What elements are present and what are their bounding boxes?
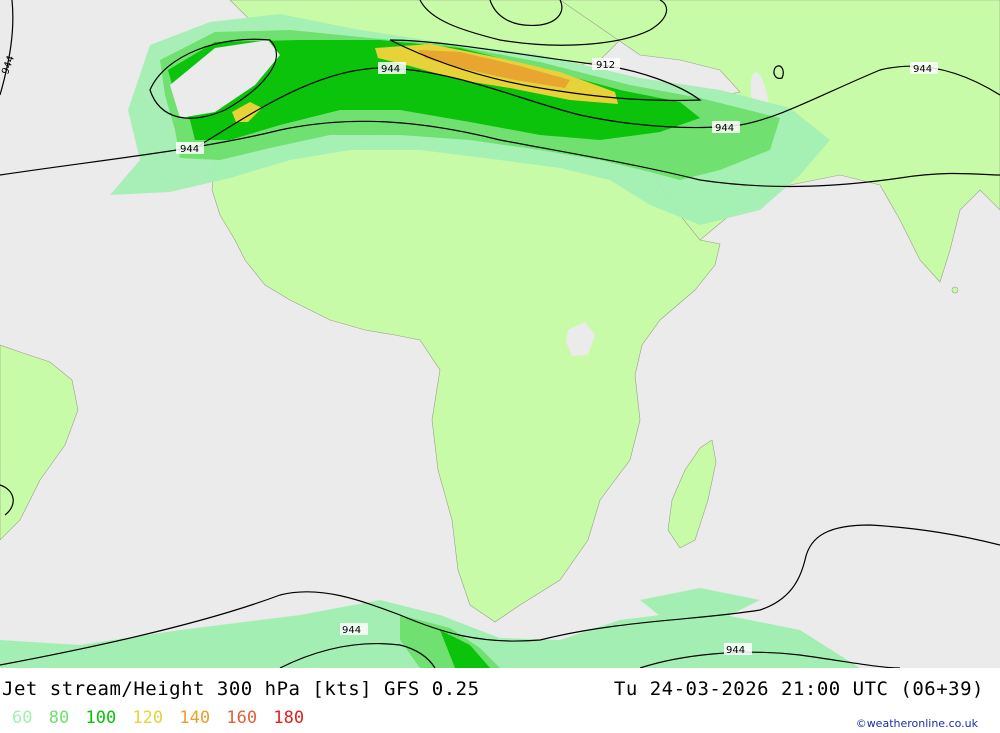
southern-jet-band-60-east xyxy=(640,588,760,620)
contour-label: 944 xyxy=(715,123,734,134)
jet-band-100 xyxy=(168,40,700,140)
contour-line-944-southwest xyxy=(279,642,436,668)
southern-jet-bands xyxy=(0,588,860,668)
footer-panel xyxy=(0,668,1000,733)
contour-line-944-mid xyxy=(199,65,1000,146)
map-timestamp: Tu 24-03-2026 21:00 UTC (06+39) xyxy=(613,678,984,700)
atlantic-cyclone-interior xyxy=(170,40,280,118)
contour-line-944-south xyxy=(0,524,1000,666)
contour-label: 944 xyxy=(381,64,400,75)
sri-lanka-landmass xyxy=(951,286,959,294)
contour-label: 944 xyxy=(913,64,932,75)
contour-line-912 xyxy=(389,39,702,102)
legend-value-140: 140 xyxy=(179,708,211,728)
contour-line-944-west xyxy=(0,0,14,96)
southern-jet-band-100 xyxy=(440,630,490,668)
madagascar-landmass xyxy=(667,439,717,549)
contour-line-944-southeast xyxy=(639,651,901,668)
jet-stream-bands xyxy=(110,14,830,225)
map-title: Jet stream/Height 300 hPa [kts] GFS 0.25 xyxy=(2,678,480,700)
contour-label: 944 xyxy=(726,645,745,656)
contour-label: 944 xyxy=(180,144,199,155)
jet-band-120-west xyxy=(232,102,262,122)
jet-stream-map: 944 944 912 944 944 944 944 944 xyxy=(0,0,1000,668)
contour-label: 944 xyxy=(342,625,361,636)
legend-value-60: 60 xyxy=(12,708,33,728)
legend-value-180: 180 xyxy=(273,708,305,728)
lake-victoria xyxy=(566,322,595,356)
south-america-landmass xyxy=(0,344,79,541)
contour-line-north-edge xyxy=(419,0,668,46)
legend-value-120: 120 xyxy=(132,708,164,728)
legend-value-160: 160 xyxy=(226,708,258,728)
contour-labels: 944 944 912 944 944 944 944 944 xyxy=(0,54,938,656)
contour-line-944-north xyxy=(0,120,1000,188)
legend-value-100: 100 xyxy=(85,708,117,728)
height-contours xyxy=(0,0,1000,668)
legend-value-80: 80 xyxy=(48,708,70,728)
jet-band-140 xyxy=(418,50,570,88)
contour-line-loop-east xyxy=(773,65,784,79)
speed-legend: 60 80 100 120 140 160 180 xyxy=(12,708,310,728)
contour-line-944-upper xyxy=(149,38,277,119)
contour-line-944-sa xyxy=(0,484,14,516)
contour-line-aegean xyxy=(489,0,563,27)
credit-link[interactable]: ©weatheronline.co.uk xyxy=(855,717,978,730)
contour-label: 912 xyxy=(596,60,615,71)
